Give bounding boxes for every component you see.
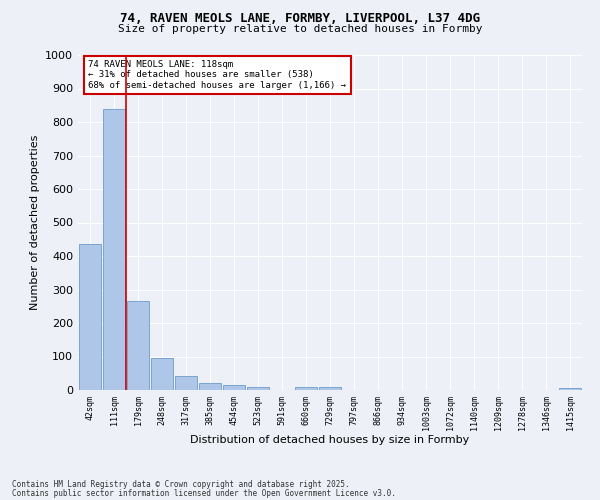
Bar [103, 108, 125, 390]
Text: Size of property relative to detached houses in Formby: Size of property relative to detached ho… [118, 24, 482, 34]
Text: 74, RAVEN MEOLS LANE, FORMBY, LIVERPOOL, L37 4DG: 74, RAVEN MEOLS LANE, FORMBY, LIVERPOOL,… [120, 12, 480, 26]
Bar [247, 386, 269, 390]
Bar [175, 376, 197, 390]
Bar [151, 358, 173, 390]
Bar [559, 388, 581, 390]
Bar [319, 386, 341, 390]
Bar [79, 244, 101, 390]
Y-axis label: Number of detached properties: Number of detached properties [29, 135, 40, 310]
Text: Contains public sector information licensed under the Open Government Licence v3: Contains public sector information licen… [12, 488, 396, 498]
Bar [223, 385, 245, 390]
Text: Contains HM Land Registry data © Crown copyright and database right 2025.: Contains HM Land Registry data © Crown c… [12, 480, 350, 489]
Bar [295, 386, 317, 390]
Bar [127, 301, 149, 390]
Bar [199, 384, 221, 390]
Text: 74 RAVEN MEOLS LANE: 118sqm
← 31% of detached houses are smaller (538)
68% of se: 74 RAVEN MEOLS LANE: 118sqm ← 31% of det… [88, 60, 346, 90]
X-axis label: Distribution of detached houses by size in Formby: Distribution of detached houses by size … [190, 436, 470, 446]
